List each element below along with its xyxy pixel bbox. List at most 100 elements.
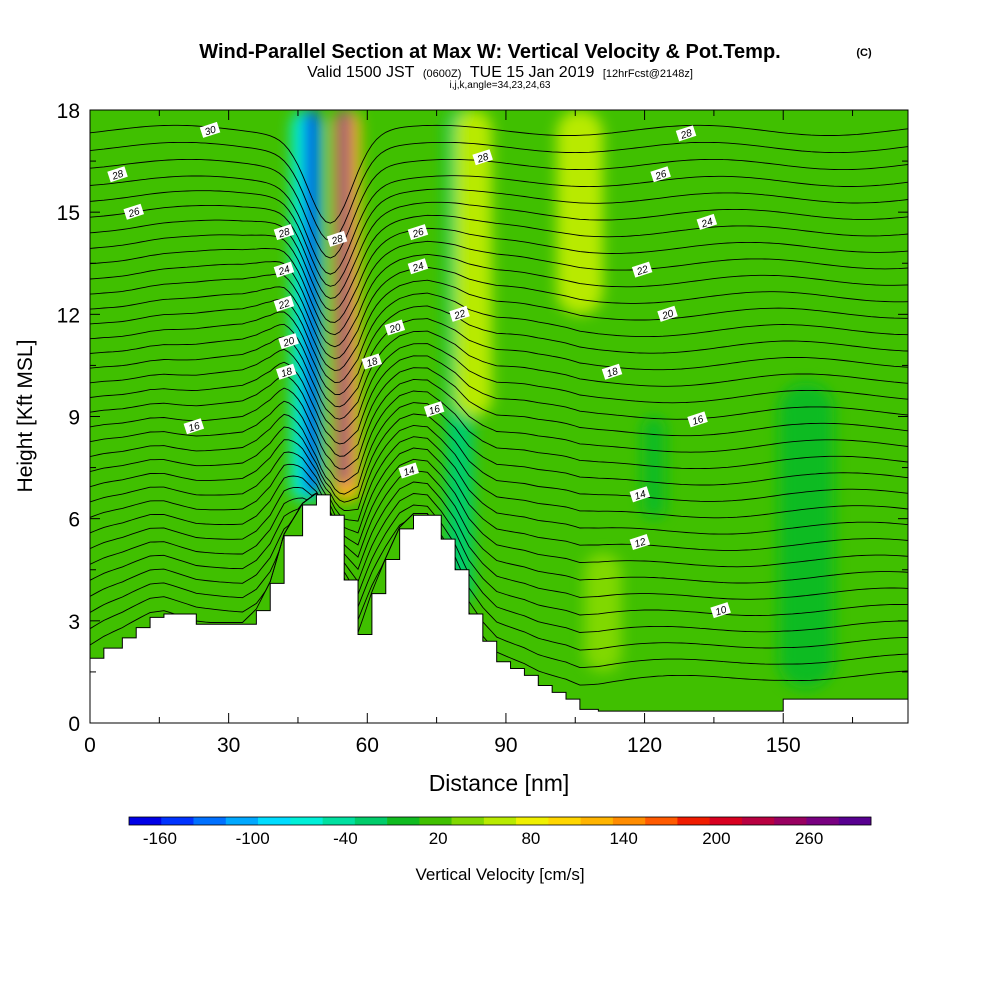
colorbar-tick-label: 140: [609, 829, 637, 848]
velocity-feature-weak-lift: [584, 552, 622, 672]
theta-contour-label-text: 22: [452, 308, 467, 322]
colorbar-swatch: [548, 817, 581, 825]
velocity-feature-weak-lift: [556, 110, 603, 315]
theta-contour-line: [90, 318, 908, 408]
colorbar-swatch: [516, 817, 549, 825]
theta-contour-label: 28: [273, 224, 295, 241]
theta-contour-label: 20: [384, 319, 406, 336]
theta-contour-label: 26: [407, 224, 429, 241]
theta-contour-line: [90, 124, 908, 224]
colorbar-swatch: [322, 817, 356, 825]
x-tick-label: 30: [217, 734, 240, 757]
theta-contour-label-text: 18: [280, 366, 294, 380]
colorbar-swatch: [774, 817, 807, 825]
theta-contour-label: 26: [123, 203, 145, 220]
theta-contour-line: [90, 227, 908, 323]
y-tick-label: 12: [57, 304, 80, 327]
theta-contour-label: 22: [449, 305, 470, 323]
theta-contour-label-text: 16: [428, 404, 442, 418]
theta-contour-label-text: 16: [691, 414, 705, 428]
theta-contour-label-text: 28: [679, 128, 694, 142]
colorbar-swatch: [387, 817, 420, 825]
x-tick-label: 60: [356, 734, 379, 757]
colorbar-swatch: [258, 817, 291, 825]
theta-contour-line: [90, 390, 908, 483]
colorbar-swatch: [451, 817, 485, 825]
colorbar-swatch: [645, 817, 678, 825]
theta-contour-line: [90, 481, 908, 600]
velocity-feature-updraft: [338, 110, 350, 485]
theta-contour-line: [90, 141, 908, 242]
theta-contour-line: [90, 330, 908, 420]
colorbar-border: [128, 816, 872, 826]
theta-contour-label-text: 24: [699, 216, 714, 230]
colorbar-swatch: [193, 817, 227, 825]
colorbar: [128, 816, 872, 826]
colorbar-swatch: [580, 817, 614, 825]
theta-contour-line: [90, 355, 908, 445]
theta-contour-label: 20: [657, 305, 678, 323]
velocity-feature-weak-lift: [455, 110, 493, 417]
y-tick-label: 18: [57, 100, 80, 123]
theta-contour-line: [90, 158, 908, 259]
subtitle-indices: i,j,k,angle=34,23,24,63: [450, 80, 551, 91]
y-tick-label: 15: [57, 202, 80, 225]
subtitle-utc: (0600Z): [423, 68, 462, 80]
colorbar-swatch: [709, 817, 743, 825]
colorbar-tick-label: -40: [333, 829, 358, 848]
colorbar-swatch: [612, 817, 646, 825]
theta-contour-line: [90, 492, 908, 651]
theta-contour-line: [90, 424, 908, 519]
colorbar-label: Vertical Velocity [cm/s]: [415, 865, 584, 884]
theta-contour-label-text: 14: [402, 465, 416, 479]
colorbar-tick-label: -100: [236, 829, 270, 848]
theta-contour-label-text: 14: [633, 489, 647, 503]
velocity-feature-weak-sink: [642, 416, 666, 519]
x-tick-label: 150: [766, 734, 801, 757]
subtitle-valid: Valid 1500 JST: [307, 64, 415, 81]
theta-contour-label-text: 28: [276, 226, 291, 240]
colorbar-tick-label: -160: [143, 829, 177, 848]
theta-contour-label: 24: [407, 258, 429, 275]
x-tick-label: 90: [494, 734, 517, 757]
theta-contour-line: [90, 343, 908, 432]
theta-contour-label: 24: [696, 213, 718, 231]
theta-contour-line: [90, 201, 908, 299]
colorbar-swatch: [838, 817, 872, 825]
theta-contour-label: 10: [710, 602, 731, 619]
y-tick-label: 3: [68, 611, 80, 634]
theta-contour-label-text: 28: [110, 169, 125, 183]
theta-contour-label-text: 30: [204, 124, 218, 138]
colorbar-swatch: [290, 817, 323, 825]
theta-contour-line: [90, 413, 908, 503]
theta-contour-label-text: 20: [660, 308, 675, 322]
theta-contour-line: [90, 402, 908, 495]
theta-contour-label: 28: [107, 166, 128, 183]
theta-contour-line: [90, 492, 908, 617]
y-tick-label: 0: [68, 713, 80, 736]
theta-contour-label: 14: [629, 486, 651, 503]
x-axis: 0 30 60 90 120 150: [84, 110, 854, 757]
copyright-mark: (C): [856, 47, 872, 59]
theta-contour-line: [90, 447, 908, 551]
colorbar-tick-label: 260: [795, 829, 823, 848]
colorbar-tick-labels: -160 -100 -40 20 80 140 200 260: [143, 829, 823, 848]
theta-contour-line: [90, 292, 908, 384]
theta-contour-label-text: 24: [276, 264, 291, 278]
x-tick-label: 0: [84, 734, 96, 757]
theta-contour-label-text: 12: [633, 536, 647, 550]
theta-contour-line: [90, 188, 908, 287]
theta-contour-label: 24: [273, 261, 295, 278]
colorbar-swatch: [225, 817, 259, 825]
colorbar-swatch: [354, 817, 388, 825]
theta-contour-line: [90, 305, 908, 395]
theta-contour-label: 18: [601, 363, 623, 380]
theta-contour-label: 16: [687, 411, 708, 428]
colorbar-swatch: [483, 817, 517, 825]
colorbar-tick-label: 80: [521, 829, 540, 848]
velocity-background: [90, 110, 908, 723]
velocity-feature-weak-sink: [778, 382, 835, 689]
theta-contour-label: 18: [275, 363, 297, 380]
theta-contour-line: [90, 240, 908, 336]
theta-contour-line: [90, 470, 908, 584]
